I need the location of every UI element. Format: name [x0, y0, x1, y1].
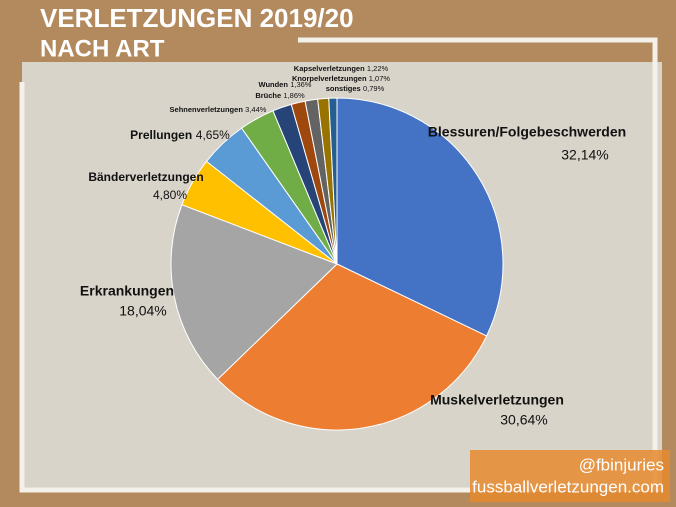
category-label: Kapselverletzungen [294, 64, 365, 73]
slice-label: Brüche 1,86% [255, 91, 305, 100]
category-label: Prellungen [130, 128, 192, 142]
pie-slice [328, 97, 338, 265]
category-label: Wunden [259, 80, 289, 89]
value-label: 1,36% [290, 80, 312, 89]
slice-label: Wunden 1,36% [259, 80, 312, 89]
chart-subtitle: NACH ART [40, 35, 165, 62]
value-label: 4,80% [153, 188, 187, 202]
value-label: 0,79% [363, 84, 385, 93]
pie-slice [216, 263, 488, 431]
value-label: 3,44% [245, 105, 267, 114]
credit-badge [470, 450, 670, 502]
pie-slice [336, 97, 504, 337]
website: fussballverletzungen.com [472, 477, 664, 496]
value-label: 32,14% [561, 147, 608, 163]
value-label: 1,86% [283, 91, 305, 100]
slice-label: Sehnenverletzungen 3,44% [170, 105, 267, 114]
category-label: Erkrankungen [80, 283, 174, 299]
value-label: 4,65% [196, 128, 230, 142]
slice-label: Kapselverletzungen 1,22% [294, 64, 389, 73]
frame [19, 82, 470, 493]
slice-label: sonstiges 0,79% [326, 84, 385, 93]
frame [298, 37, 658, 490]
category-label: Brüche [255, 91, 281, 100]
slice-label: Knorpelverletzungen 1,07% [292, 74, 390, 83]
category-label: Knorpelverletzungen [292, 74, 367, 83]
category-label: sonstiges [326, 84, 361, 93]
value-label: 18,04% [119, 303, 166, 319]
value-label: 1,22% [367, 64, 389, 73]
category-label: Bänderverletzungen [88, 170, 203, 184]
twitter-handle: @fbinjuries [579, 455, 664, 474]
category-label: Sehnenverletzungen [170, 105, 244, 114]
category-label: Blessuren/Folgebeschwerden [428, 124, 626, 140]
chart-title: VERLETZUNGEN 2019/20 [40, 3, 354, 33]
slice-label: Prellungen 4,65% [130, 128, 230, 142]
value-label: 1,07% [369, 74, 391, 83]
category-label: Muskelverletzungen [430, 392, 564, 408]
value-label: 30,64% [500, 412, 547, 428]
